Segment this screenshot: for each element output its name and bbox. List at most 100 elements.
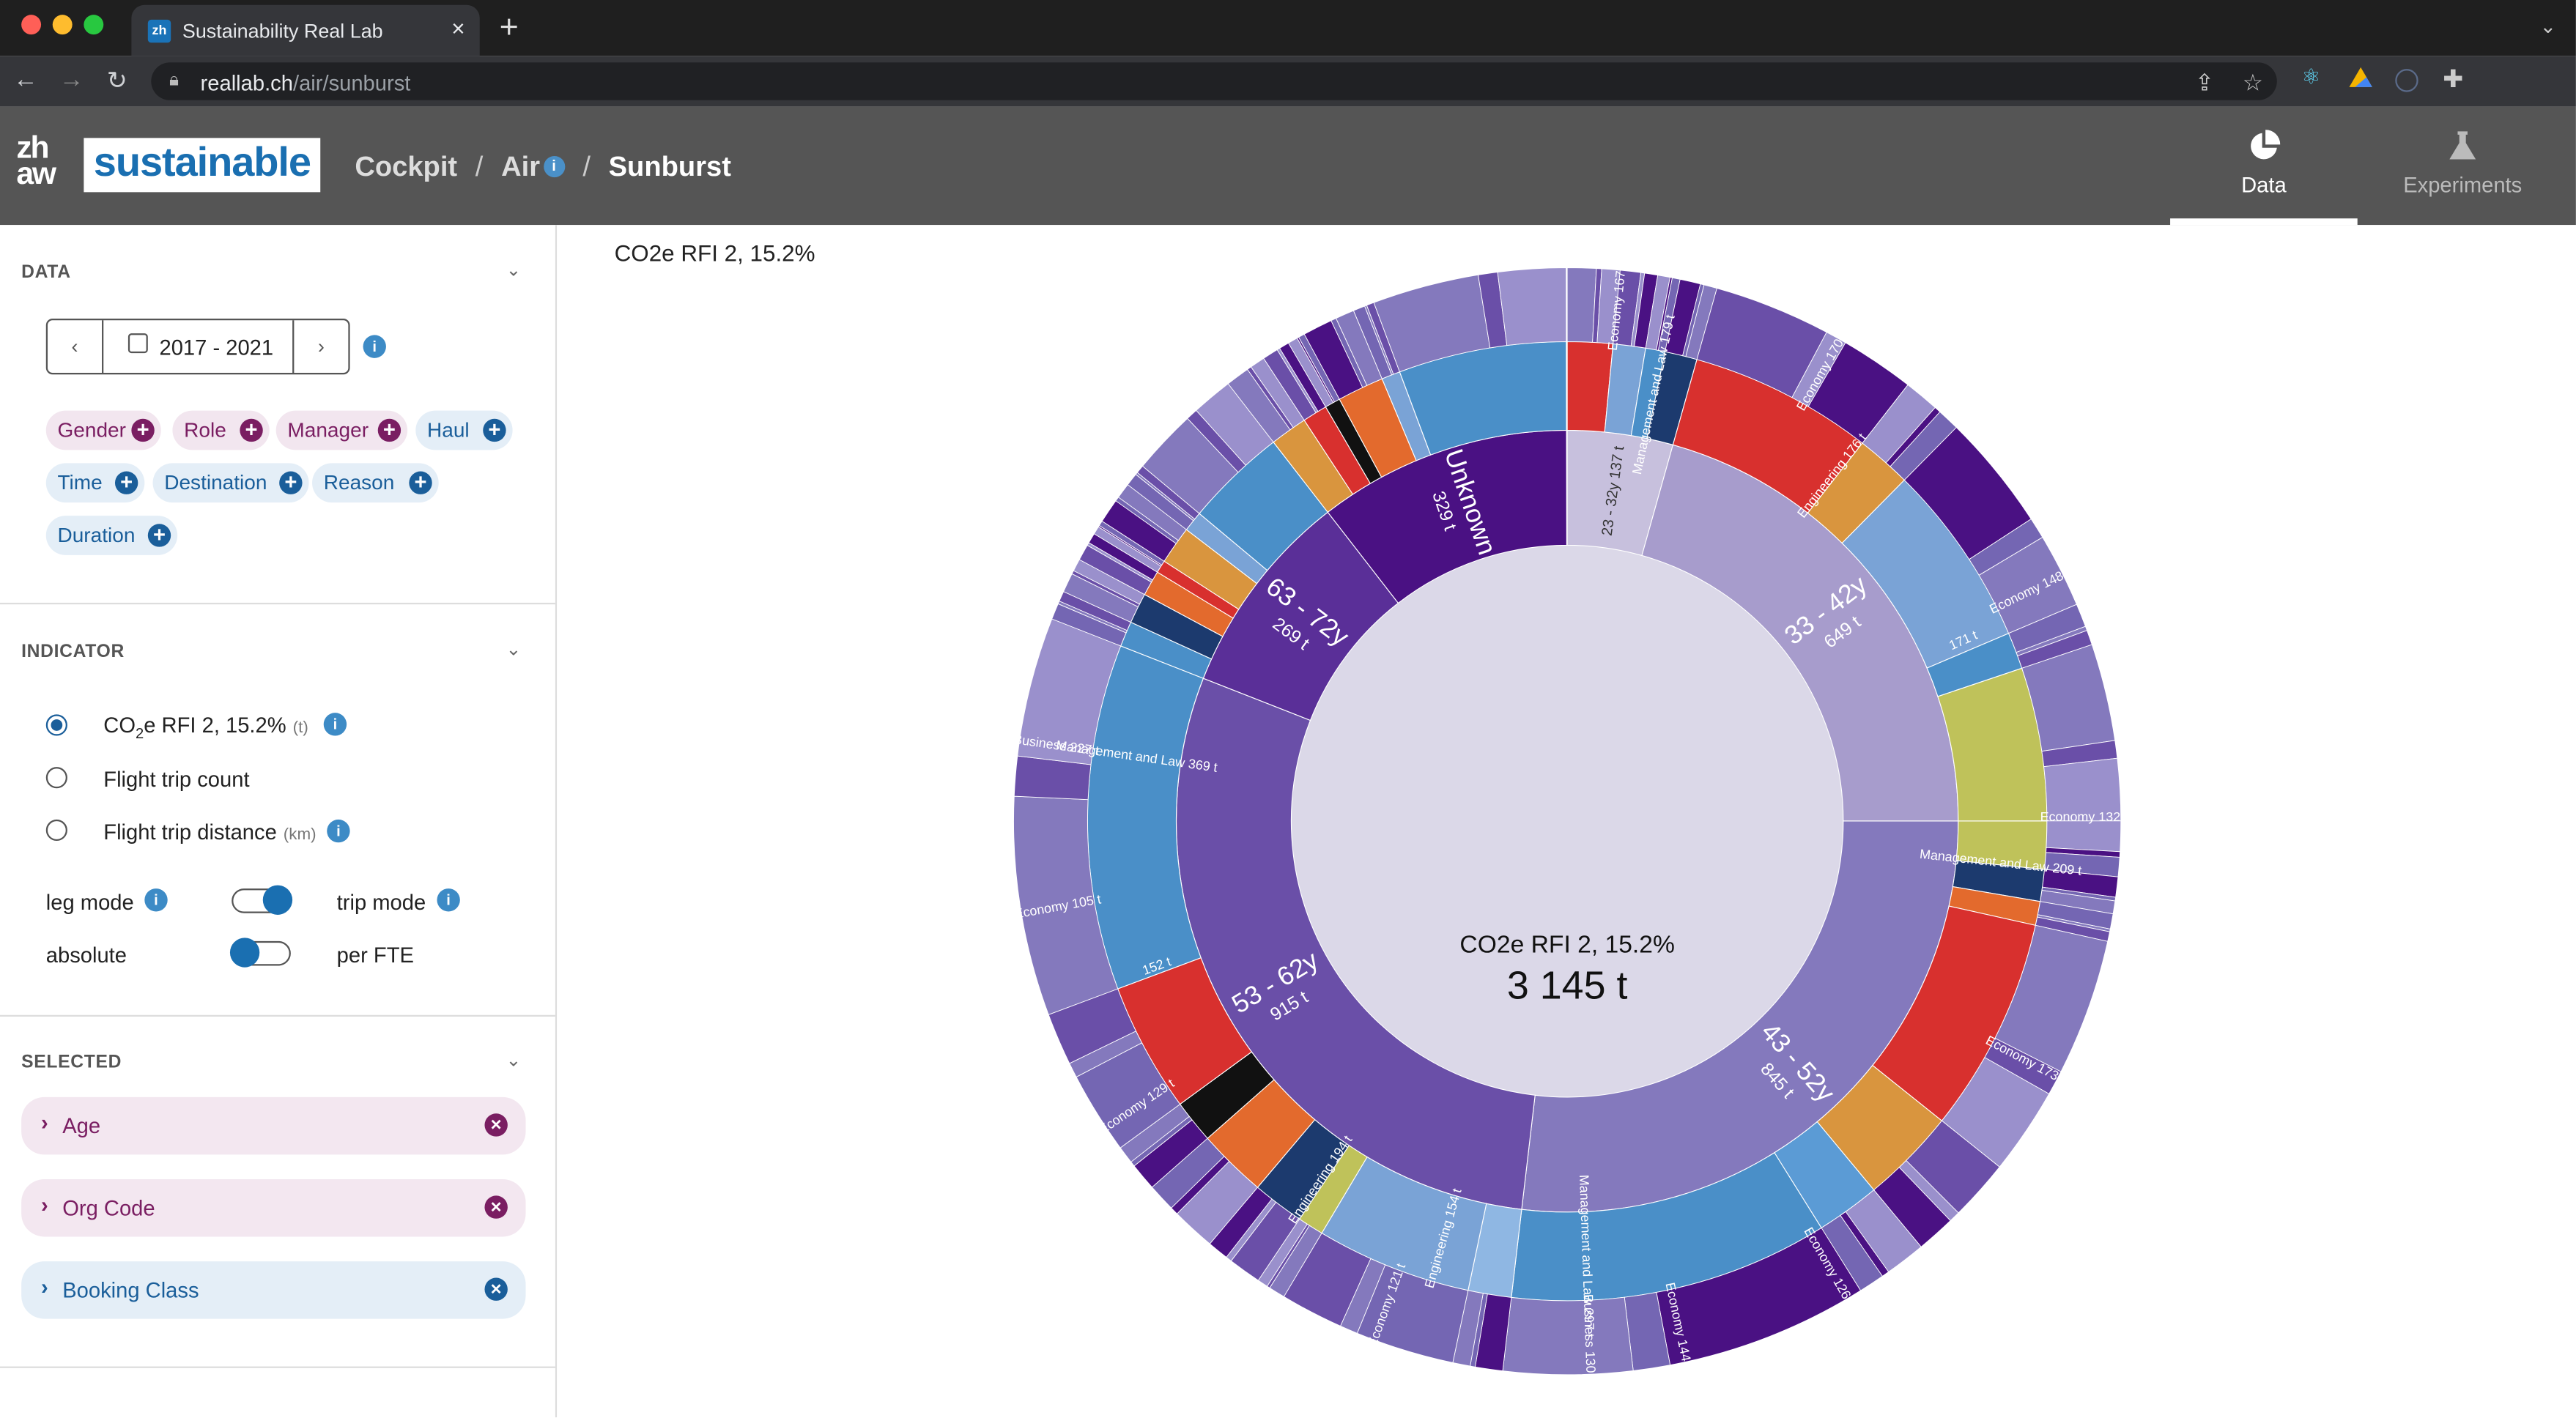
add-icon[interactable]: + [409, 472, 432, 494]
remove-icon[interactable]: ✕ [484, 1277, 508, 1301]
extension-icon[interactable] [2395, 69, 2418, 92]
next-range-button[interactable]: › [292, 320, 348, 374]
chip-manager[interactable]: Manager + [275, 410, 408, 450]
radio-trip-count-label[interactable]: Flight trip count [103, 767, 250, 792]
add-icon[interactable]: + [131, 419, 155, 442]
add-icon[interactable]: + [377, 419, 401, 442]
absolute-fte-toggle[interactable] [229, 938, 291, 968]
share-icon[interactable]: ⇪ [2194, 69, 2215, 96]
add-icon[interactable]: + [240, 419, 263, 442]
info-icon[interactable]: i [543, 156, 565, 178]
tab-experiments-label: Experiments [2403, 172, 2523, 198]
bookmark-star-icon[interactable]: ☆ [2242, 69, 2263, 96]
data-section-title[interactable]: DATA [21, 262, 71, 283]
react-devtools-icon[interactable]: ⚛ [2301, 64, 2321, 89]
add-icon[interactable]: + [483, 419, 506, 442]
leg-mode-info-icon[interactable]: i [144, 888, 168, 912]
new-tab-icon[interactable]: + [499, 10, 519, 46]
remove-icon[interactable]: ✕ [484, 1113, 508, 1137]
tab-list-chevron-icon[interactable]: ⌄ [2539, 15, 2557, 38]
co2e-label-b: e RFI 2, 15.2% [144, 713, 286, 738]
chip-reason[interactable]: Reason + [312, 463, 439, 503]
toggle-knob [229, 938, 260, 968]
extensions-puzzle-icon[interactable]: ✚ [2443, 65, 2464, 94]
back-arrow-icon[interactable]: ← [12, 65, 38, 94]
date-info-icon[interactable]: i [363, 335, 386, 358]
chip-label: Gender [57, 418, 126, 442]
remove-icon[interactable]: ✕ [484, 1195, 508, 1219]
selected-org-code[interactable]: › Org Code ✕ [21, 1178, 526, 1237]
radio-trip-distance[interactable] [45, 819, 67, 842]
chip-label: Destination [164, 471, 267, 494]
tab-experiments[interactable]: Experiments [2366, 107, 2560, 225]
section-divider [0, 1014, 555, 1017]
indicator-label: CO2e RFI 2, 15.2% [614, 240, 815, 267]
browser-tab[interactable]: zh Sustainability Real Lab × [131, 4, 480, 56]
zhaw-logo[interactable]: zh aw [16, 131, 56, 193]
pie-chart-icon [2251, 130, 2281, 160]
radio-co2e-label[interactable]: CO2e RFI 2, 15.2% (t) [103, 713, 308, 741]
sunburst-center [1291, 545, 1843, 1097]
app-header: zh aw sustainable Cockpit / Air i / Sunburst … [0, 106, 2576, 226]
logo-text: sustainable [93, 139, 311, 186]
co2e-info-icon[interactable]: i [323, 713, 347, 736]
reload-icon[interactable]: ↻ [106, 67, 127, 96]
tab-data[interactable]: Data [2170, 107, 2358, 226]
distance-info-icon[interactable]: i [327, 819, 350, 843]
chip-label: Duration [57, 524, 136, 547]
leg-trip-toggle[interactable] [232, 885, 293, 915]
trip-mode-info-icon[interactable]: i [437, 888, 460, 912]
trip-mode-label: trip mode [336, 890, 426, 915]
url-text: reallab.ch/air/sunburst [201, 70, 411, 95]
chevron-right-icon: › [41, 1110, 48, 1135]
breadcrumb-air[interactable]: Air [501, 151, 541, 182]
sustainable-logo[interactable]: sustainable [84, 138, 321, 193]
distance-label: Flight trip distance [103, 819, 277, 845]
indicator-section-title[interactable]: INDICATOR [21, 642, 125, 662]
radio-trip-count[interactable] [45, 767, 67, 789]
selected-section-title[interactable]: SELECTED [21, 1053, 122, 1073]
chevron-down-icon[interactable]: ⌄ [506, 640, 522, 661]
minimize-window-button[interactable] [52, 15, 73, 35]
chip-time[interactable]: Time + [45, 463, 145, 503]
chevron-down-icon[interactable]: ⌄ [506, 261, 522, 281]
sunburst-outer-segment[interactable] [2046, 820, 2122, 853]
chip-role[interactable]: Role + [172, 410, 270, 450]
chip-label: Time [57, 471, 103, 494]
co2e-label-a: CO [103, 713, 136, 738]
chip-haul[interactable]: Haul + [415, 410, 513, 450]
sunburst-outer-segment[interactable] [1502, 1296, 1634, 1376]
co2e-unit: (t) [292, 719, 308, 738]
chip-gender[interactable]: Gender + [45, 410, 161, 450]
sunburst-outer-segment[interactable] [1497, 267, 1567, 346]
add-icon[interactable]: + [279, 472, 303, 494]
absolute-label: absolute [45, 943, 127, 968]
forward-arrow-icon[interactable]: → [59, 65, 84, 94]
add-icon[interactable]: + [114, 472, 138, 494]
chip-label: Haul [426, 418, 470, 442]
google-drive-icon[interactable] [2349, 67, 2372, 90]
flask-icon [2449, 131, 2476, 160]
close-window-button[interactable] [21, 15, 42, 35]
breadcrumb-separator: / [475, 151, 484, 182]
leg-mode-label: leg mode [45, 890, 134, 915]
radio-trip-distance-label[interactable]: Flight trip distance (km) [103, 820, 316, 845]
chevron-down-icon[interactable]: ⌄ [506, 1051, 522, 1071]
calendar-icon [127, 333, 148, 354]
selected-booking-class[interactable]: › Booking Class ✕ [21, 1261, 526, 1319]
chip-duration[interactable]: Duration + [45, 516, 178, 555]
radio-co2e[interactable] [45, 714, 67, 736]
sunburst-outer-label: Economy 132 t [2040, 809, 2128, 824]
previous-range-button[interactable]: ‹ [48, 320, 104, 374]
maximize-window-button[interactable] [84, 15, 104, 35]
browser-tab-bar: zh Sustainability Real Lab × + ⌄ [0, 0, 2576, 56]
tab-close-icon[interactable]: × [451, 15, 465, 42]
breadcrumb-cockpit[interactable]: Cockpit [355, 151, 458, 182]
selected-age[interactable]: › Age ✕ [21, 1096, 526, 1155]
date-range-value[interactable]: 2017 - 2021 [159, 335, 274, 360]
url-field[interactable]: 🔒︎ reallab.ch/air/sunburst ⇪ ☆ [151, 62, 2277, 100]
add-icon[interactable]: + [147, 524, 171, 547]
sunburst-outer-segment[interactable] [1566, 267, 1597, 343]
chip-destination[interactable]: Destination + [152, 463, 309, 503]
